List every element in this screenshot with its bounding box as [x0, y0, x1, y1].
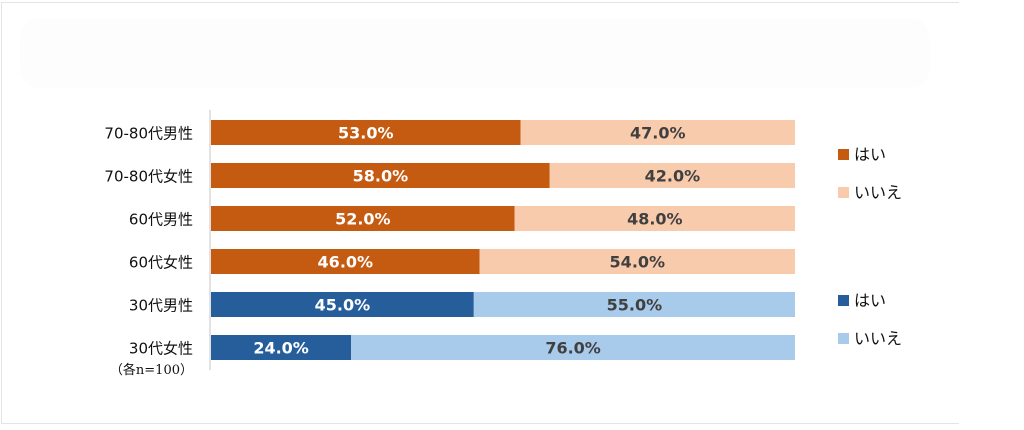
legend-swatch	[838, 187, 849, 198]
bar-no	[514, 206, 795, 231]
legend-label: いいえ	[854, 329, 902, 348]
data-label-yes: 45.0%	[315, 296, 371, 315]
bar-yes	[211, 249, 480, 274]
sample-size-note: （各n=100）	[110, 362, 193, 378]
category-label: 30代女性	[129, 340, 193, 358]
category-labels: 70-80代男性 70-80代女性 60代男性 60代女性 30代男性 30代女性	[104, 125, 193, 358]
data-label-no: 47.0%	[630, 124, 686, 143]
bar-yes	[211, 206, 515, 231]
data-label-yes: 58.0%	[353, 167, 409, 186]
data-label-yes: 53.0%	[338, 124, 394, 143]
legend-label: はい	[854, 291, 886, 310]
data-label-yes: 46.0%	[318, 253, 374, 272]
bar-no	[520, 120, 795, 145]
legend-swatch	[838, 149, 849, 160]
legend-swatch	[838, 295, 849, 306]
category-label: 70-80代女性	[104, 168, 193, 186]
data-label-no: 76.0%	[545, 339, 601, 358]
data-label-no: 54.0%	[610, 253, 666, 272]
bar-no	[549, 163, 795, 188]
category-label: 70-80代男性	[104, 125, 193, 143]
title-area	[20, 18, 930, 88]
bar-no	[351, 335, 795, 360]
legend-label: はい	[854, 145, 886, 164]
legend-swatch	[838, 333, 849, 344]
chart-frame	[1, 2, 959, 424]
data-label-yes: 24.0%	[253, 339, 309, 358]
bar-yes	[211, 120, 521, 145]
bar-yes	[211, 292, 474, 317]
data-label-yes: 52.0%	[335, 210, 391, 229]
category-label: 30代男性	[129, 297, 193, 315]
bars-group: 53.0% 47.0% 58.0% 42.0% 52.0% 48.0% 46.0% 54.0%…	[211, 120, 795, 360]
bar-yes	[211, 163, 550, 188]
bar-no	[479, 249, 795, 274]
data-label-no: 55.0%	[607, 296, 663, 315]
legend-label: いいえ	[854, 183, 902, 202]
data-label-no: 48.0%	[627, 210, 683, 229]
category-label: 60代男性	[129, 211, 193, 229]
bar-no	[473, 292, 795, 317]
bar-yes	[211, 335, 352, 360]
category-label: 60代女性	[129, 254, 193, 272]
data-label-no: 42.0%	[645, 167, 701, 186]
